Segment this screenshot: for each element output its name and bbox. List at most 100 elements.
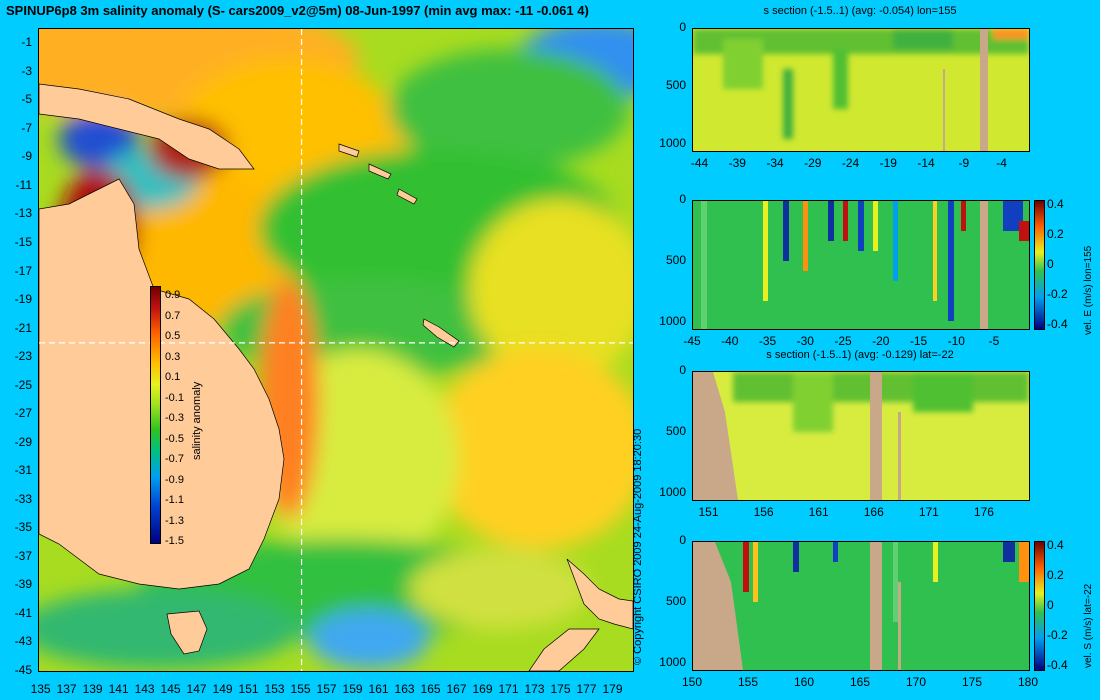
lat-salt-section-plot <box>692 371 1030 501</box>
map-x-tick: 145 <box>160 682 181 696</box>
section-x-tick: -40 <box>721 334 739 348</box>
section-colorbar-tick: -0.2 <box>1047 287 1068 301</box>
lon-salt-section-plot <box>692 28 1030 152</box>
map-y-tick: -33 <box>14 491 32 506</box>
lon-vel-colorbar-label: vel. E (m/s) lon=155 <box>1083 245 1094 335</box>
map-colorbar-tick: -1.1 <box>165 494 184 507</box>
map-colorbar-tick: -0.5 <box>165 432 184 445</box>
section-x-tick: 161 <box>808 505 829 519</box>
map-x-tick: 141 <box>108 682 129 696</box>
map-y-tick: -3 <box>21 63 32 78</box>
map-x-tick: 135 <box>30 682 51 696</box>
section-y-tick: 1000 <box>659 136 686 151</box>
section-x-tick: 170 <box>905 675 927 689</box>
section-x-tick: -5 <box>988 334 1000 348</box>
map-x-tick: 167 <box>446 682 467 696</box>
map-x-tick: 169 <box>472 682 493 696</box>
map-x-tick: 161 <box>368 682 389 696</box>
map-y-tick: -17 <box>14 263 32 278</box>
map-x-tick: 175 <box>550 682 571 696</box>
section-x-tick: -19 <box>879 156 897 170</box>
section-x-tick: -15 <box>909 334 928 348</box>
new-caledonia-landmass <box>422 318 460 348</box>
map-y-tick: -11 <box>15 177 32 192</box>
lat-vel-section-plot <box>692 541 1030 671</box>
salinity-map-canvas <box>39 29 633 671</box>
section-x-tick: 166 <box>863 505 884 519</box>
map-colorbar-tick: 0.1 <box>165 371 181 384</box>
section-x-tick: -14 <box>917 156 935 170</box>
section-x-tick: -10 <box>947 334 965 348</box>
section-x-tick: 171 <box>918 505 939 519</box>
australia-landmass <box>39 178 285 590</box>
map-y-tick: -43 <box>14 634 32 649</box>
map-y-tick: -23 <box>14 349 32 364</box>
section-x-tick: 150 <box>681 675 703 689</box>
section-x-tick: -30 <box>796 334 814 348</box>
section-y-tick: 500 <box>665 593 686 608</box>
map-x-tick: 149 <box>212 682 233 696</box>
section-x-tick: 165 <box>849 675 871 689</box>
nz-north-island-landmass <box>566 558 633 630</box>
section-x-tick: -45 <box>683 334 701 348</box>
map-colorbar-tick: -1.3 <box>165 514 184 527</box>
section-y-tick: 500 <box>665 252 686 267</box>
map-x-tick: 157 <box>316 682 337 696</box>
lat-vel-colorbar-label: vel. S (m/s) lat=-22 <box>1083 583 1094 668</box>
map-y-tick: -35 <box>14 520 32 535</box>
map-y-tick: -9 <box>21 149 32 164</box>
new-guinea-landmass <box>39 83 255 170</box>
section-y-tick: 500 <box>665 78 686 93</box>
map-x-tick: 151 <box>238 682 259 696</box>
map-colorbar-label: salinity anomaly <box>191 381 203 460</box>
lon-salt-section-canvas <box>693 29 1029 151</box>
section-colorbar-tick: 0.4 <box>1047 197 1064 211</box>
map-y-tick: -45 <box>14 663 32 677</box>
section-x-tick: -9 <box>958 156 970 170</box>
map-y-tick: -27 <box>14 406 32 421</box>
map-x-tick: 153 <box>264 682 285 696</box>
map-y-tick: -13 <box>14 206 32 221</box>
section-x-tick: 156 <box>753 505 774 519</box>
section-colorbar-tick: -0.2 <box>1047 628 1068 642</box>
map-colorbar-tick: -1.5 <box>165 535 184 547</box>
map-y-tick: -41 <box>14 605 32 620</box>
map-y-tick: -7 <box>21 120 32 135</box>
section-y-tick: 500 <box>665 423 686 438</box>
section-y-tick: 0 <box>679 533 686 547</box>
map-x-tick: 173 <box>524 682 545 696</box>
map-y-tick: -1 <box>21 35 32 50</box>
section-x-tick: -34 <box>766 156 784 170</box>
map-y-tick: -31 <box>14 463 32 478</box>
section-colorbar-tick: -0.4 <box>1047 658 1068 672</box>
map-x-tick: 137 <box>56 682 77 696</box>
map-colorbar-tick: -0.7 <box>165 453 184 466</box>
section-x-tick: -4 <box>996 156 1007 170</box>
section-x-tick: -25 <box>834 334 852 348</box>
section-y-tick: 0 <box>679 192 686 206</box>
map-x-tick: 155 <box>290 682 311 696</box>
map-x-tick: 177 <box>576 682 597 696</box>
map-y-tick: -21 <box>14 320 32 335</box>
map-colorbar-tick: 0.7 <box>165 309 181 322</box>
section-x-tick: -20 <box>872 334 890 348</box>
section-x-tick: -35 <box>758 334 777 348</box>
section-x-tick: 151 <box>698 505 719 519</box>
map-colorbar-tick: 0.9 <box>165 289 181 302</box>
section-x-tick: 176 <box>973 505 994 519</box>
nz-south-island-landmass <box>528 628 600 671</box>
lat-vel-section-canvas <box>693 542 1029 670</box>
section-x-tick: 175 <box>961 675 983 689</box>
lat-vel-colorbar <box>1034 541 1045 671</box>
section-colorbar-tick: 0 <box>1047 598 1054 612</box>
map-x-tick: 143 <box>134 682 155 696</box>
map-x-tick: 163 <box>394 682 415 696</box>
lat-salt-section-canvas <box>693 372 1029 500</box>
map-x-tick: 165 <box>420 682 441 696</box>
section-x-tick: -44 <box>690 156 709 170</box>
section-y-tick: 0 <box>679 20 686 34</box>
section-x-tick: -39 <box>728 156 746 170</box>
section-colorbar-tick: -0.4 <box>1047 317 1068 331</box>
map-colorbar <box>150 286 161 544</box>
map-anomaly-field <box>39 29 633 669</box>
